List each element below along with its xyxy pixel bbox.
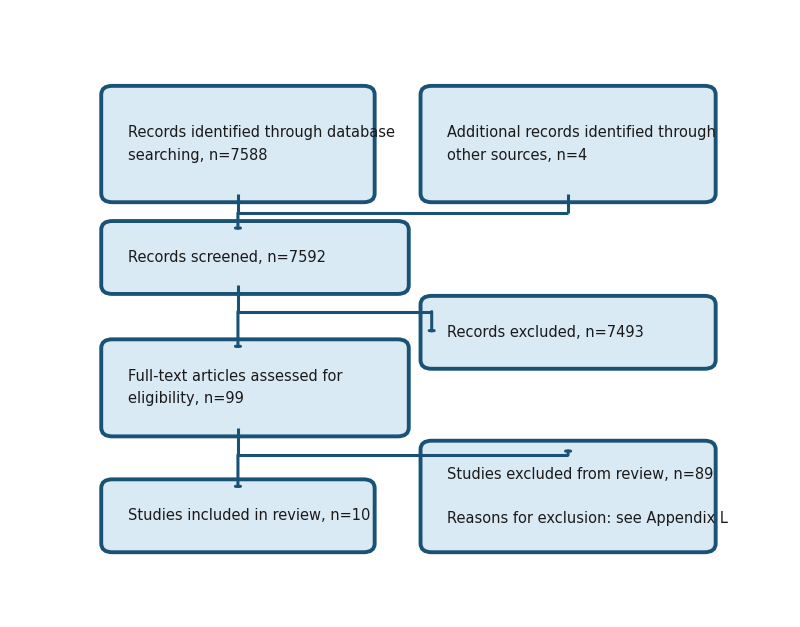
FancyBboxPatch shape bbox=[102, 221, 409, 294]
Text: Full-text articles assessed for
eligibility, n=99: Full-text articles assessed for eligibil… bbox=[128, 369, 342, 406]
FancyBboxPatch shape bbox=[102, 339, 409, 436]
FancyBboxPatch shape bbox=[102, 479, 374, 552]
Text: Studies included in review, n=10: Studies included in review, n=10 bbox=[128, 508, 370, 524]
Text: Studies excluded from review, n=89

Reasons for exclusion: see Appendix L: Studies excluded from review, n=89 Reaso… bbox=[447, 466, 728, 526]
FancyBboxPatch shape bbox=[421, 296, 716, 369]
Text: Records identified through database
searching, n=7588: Records identified through database sear… bbox=[128, 125, 395, 162]
FancyBboxPatch shape bbox=[102, 86, 374, 203]
FancyBboxPatch shape bbox=[421, 86, 716, 203]
Text: Records screened, n=7592: Records screened, n=7592 bbox=[128, 250, 326, 265]
FancyBboxPatch shape bbox=[421, 441, 716, 552]
Text: Records excluded, n=7493: Records excluded, n=7493 bbox=[447, 325, 644, 340]
Text: Additional records identified through
other sources, n=4: Additional records identified through ot… bbox=[447, 125, 716, 162]
